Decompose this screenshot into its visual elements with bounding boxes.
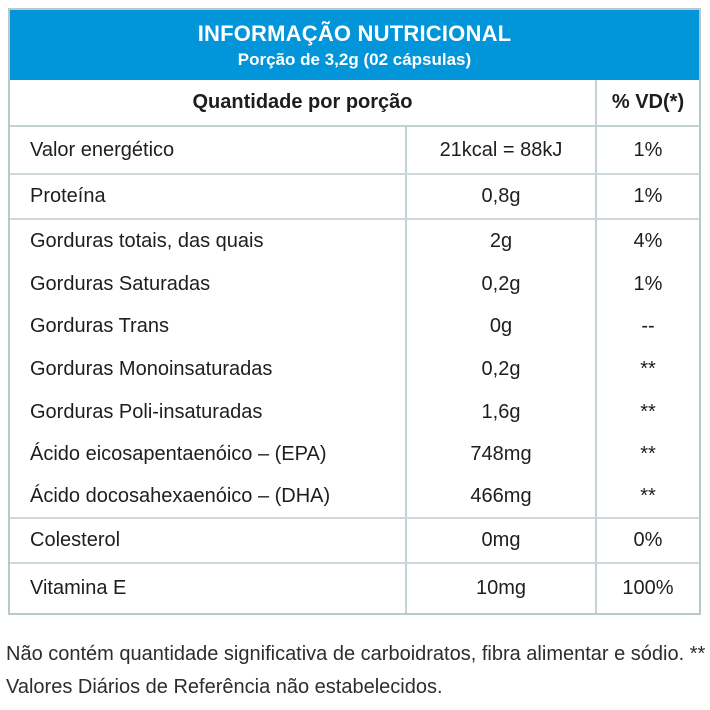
row-label: Gorduras totais, das quais <box>30 229 264 252</box>
row-amount: 0,2g <box>405 262 595 306</box>
table-row: Vitamina E 10mg 100% <box>10 563 699 613</box>
column-header-row: Quantidade por porção % VD(*) <box>10 80 699 127</box>
row-dv: ** <box>595 433 699 477</box>
row-label: Proteína <box>30 185 106 207</box>
row-amount: 466mg <box>405 476 595 517</box>
footnote-line-1: Não contém quantidade significativa de c… <box>6 643 706 665</box>
row-dv: 4% <box>595 220 699 263</box>
table-row: Gorduras totais, das quais 2g 4% <box>10 220 699 263</box>
table-body: Valor energético 21kcal = 88kJ 1% Proteí… <box>10 127 699 613</box>
row-amount: 0,8g <box>405 175 595 218</box>
row-label: Vitamina E <box>30 576 127 599</box>
row-dv: -- <box>595 305 699 349</box>
row-label: Ácido eicosapentaenóico – (EPA) <box>30 443 327 466</box>
table-row: Proteína 0,8g 1% <box>10 175 699 220</box>
row-amount: 0g <box>405 305 595 349</box>
table-row: Gorduras Monoinsaturadas 0,2g ** <box>10 348 699 391</box>
table-header-banner: INFORMAÇÃO NUTRICIONAL Porção de 3,2g (0… <box>10 10 699 80</box>
row-dv: 1% <box>595 175 699 218</box>
row-label: Gorduras Saturadas <box>30 272 211 295</box>
table-row: Valor energético 21kcal = 88kJ 1% <box>10 127 699 175</box>
table-title: INFORMAÇÃO NUTRICIONAL <box>197 20 512 46</box>
footnote: Não contém quantidade significativa de c… <box>6 638 708 704</box>
row-amount: 0,2g <box>405 348 595 391</box>
column-header-dv: % VD(*) <box>595 80 699 125</box>
row-label: Gorduras Trans <box>30 315 169 338</box>
row-amount: 748mg <box>405 433 595 477</box>
row-dv: ** <box>595 390 699 434</box>
row-amount: 1,6g <box>405 390 595 434</box>
footnote-line-2: Valores Diários de Referência não estabe… <box>6 676 443 698</box>
row-dv: 1% <box>595 127 699 173</box>
row-label: Valor energético <box>30 138 175 161</box>
row-label: Ácido docosahexaenóico – (DHA) <box>30 484 331 507</box>
row-label: Gorduras Poli-insaturadas <box>30 400 263 423</box>
table-row: Ácido eicosapentaenóico – (EPA) 748mg ** <box>10 433 699 477</box>
row-amount: 21kcal = 88kJ <box>405 127 595 173</box>
row-dv: ** <box>595 348 699 391</box>
table-row: Gorduras Poli-insaturadas 1,6g ** <box>10 390 699 434</box>
table-row: Gorduras Saturadas 0,2g 1% <box>10 262 699 306</box>
nutrition-table: INFORMAÇÃO NUTRICIONAL Porção de 3,2g (0… <box>8 8 701 615</box>
row-dv: ** <box>595 476 699 517</box>
serving-size: Porção de 3,2g (02 cápsulas) <box>237 49 472 69</box>
row-label: Gorduras Monoinsaturadas <box>30 357 273 380</box>
row-amount: 2g <box>405 220 595 263</box>
row-dv: 100% <box>595 563 699 613</box>
table-row: Colesterol 0mg 0% <box>10 518 699 564</box>
table-row: Gorduras Trans 0g -- <box>10 305 699 349</box>
row-amount: 10mg <box>405 563 595 613</box>
table-row: Ácido docosahexaenóico – (DHA) 466mg ** <box>10 476 699 519</box>
row-amount: 0mg <box>405 518 595 562</box>
row-dv: 0% <box>595 518 699 562</box>
column-header-quantity: Quantidade por porção <box>192 91 413 113</box>
row-dv: 1% <box>595 262 699 306</box>
row-label: Colesterol <box>30 528 121 551</box>
